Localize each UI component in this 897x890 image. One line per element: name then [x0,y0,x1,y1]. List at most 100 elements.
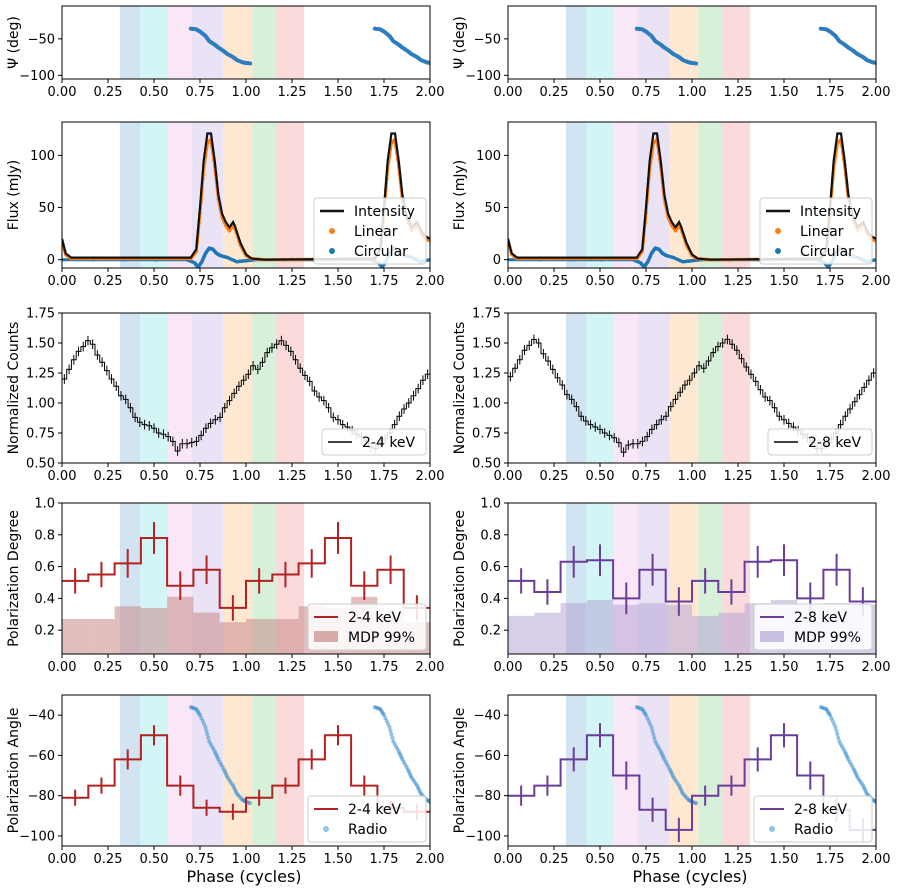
y-tick-label: 0.2 [34,624,55,639]
x-tick-label: 0.25 [94,469,123,484]
phase-band [669,6,699,79]
legend-secondary-label: Radio [348,822,387,838]
phase-band [223,122,253,268]
y-tick-label: 0 [47,253,55,268]
phase-band [119,313,141,463]
mdp-bar [167,596,194,654]
y-tick-label: −80 [474,789,501,804]
y-tick-label: 1.50 [26,337,55,352]
y-tick-label: 1.00 [26,397,55,412]
phase-band [119,122,141,268]
mdp-bar [193,612,220,654]
phase-band [698,695,723,846]
y-tick-label: 0.6 [480,560,501,575]
radio-point [386,722,391,727]
radio-point [387,725,392,730]
x-tick-label: 2.00 [416,660,445,675]
y-tick-label: −80 [28,789,55,804]
radio-point [432,801,436,805]
y-tick-label: −40 [474,709,501,724]
psi-point [431,61,435,65]
x-tick-label: 1.50 [770,469,799,484]
x-tick-label: 1.75 [816,469,845,484]
legend-secondary-label: Radio [794,822,833,838]
mdp-bar [62,619,89,654]
y-tick-label: −60 [28,749,55,764]
phase-band [252,122,277,268]
radio-point [877,801,881,805]
x-tick-label: 0.50 [586,85,615,100]
y-tick-label: 1.00 [472,397,501,412]
x-tick-label: 0.50 [586,469,615,484]
x-tick-label: 1.50 [324,85,353,100]
phase-band [223,695,253,846]
y-tick-label: 0.4 [34,592,55,607]
phase-band [586,313,614,463]
phase-band [276,6,304,79]
radio-point [835,732,840,737]
plot-area [62,122,430,268]
x-tick-label: 1.75 [816,274,845,289]
mdp-bar [140,607,168,654]
phase-band [565,695,587,846]
y-axis-label: Ψ (deg) [6,16,22,69]
x-tick-label: 0.50 [140,274,169,289]
mdp-bar [586,599,614,654]
plot-area [508,695,881,846]
x-tick-label: 1.25 [724,469,753,484]
x-tick-label: 2.00 [416,274,445,289]
y-tick-label: 0.4 [480,592,501,607]
panel-counts-right: 0.00 0.25 0.50 0.75 1.00 1.25 1.50 1.75 2.00 0.50… [452,307,890,485]
y-tick-label: 0.50 [26,457,55,472]
phase-band [119,695,141,846]
radio-point [648,722,653,727]
radio-point [828,713,832,718]
x-tick-label: 1.25 [724,85,753,100]
x-tick-label: 0.50 [586,852,615,867]
x-tick-label: 0.00 [494,274,523,289]
legend-mdp-swatch [314,631,338,642]
phase-band [276,695,304,846]
radio-point [382,713,386,718]
legend-secondary-label: MDP 99% [348,630,415,646]
phase-band [722,313,750,463]
x-tick-label: 1.50 [324,660,353,675]
x-tick-label: 0.50 [586,660,615,675]
legend-box [307,795,427,843]
psi-point [432,61,436,65]
x-tick-label: 1.00 [678,469,707,484]
y-axis-label: Flux (mJy) [6,160,22,231]
mdp-bar [508,615,535,654]
mdp-bar [639,603,666,654]
plot-area [62,313,430,463]
legend-series-label: 2-8 keV [794,802,848,818]
x-tick-label: 1.50 [324,469,353,484]
x-tick-label: 2.00 [862,274,891,289]
phase-band [191,695,223,846]
phase-band [565,313,587,463]
radio-point [652,735,657,740]
x-tick-label: 2.00 [862,85,891,100]
phase-band [698,6,723,79]
y-axis-label: Ψ (deg) [452,16,468,69]
phase-band [613,122,638,268]
y-axis-label: Normalized Counts [452,322,468,455]
circular-point [425,258,430,262]
phase-band [722,6,750,79]
panel-pd-left: 0.00 0.25 0.50 0.75 1.00 1.25 1.50 1.75 2.00 0.2 0… [6,497,444,676]
legend-series-label: 2-4 keV [348,802,402,818]
y-tick-label: 1.25 [472,367,501,382]
x-tick-label: 1.00 [232,852,261,867]
legend-intensity-label: Intensity [800,204,861,220]
x-tick-label: 1.25 [278,274,307,289]
phase-band [637,695,669,846]
mdp-bar [246,619,273,654]
x-tick-label: 2.00 [862,852,891,867]
y-axis-label: Polarization Degree [6,510,22,647]
pd-step-line [508,559,876,603]
legend-box [767,428,873,456]
legend-box [313,197,427,265]
x-tick-label: 0.25 [94,852,123,867]
mdp-bar [560,603,587,654]
pa-step-line [508,734,876,831]
